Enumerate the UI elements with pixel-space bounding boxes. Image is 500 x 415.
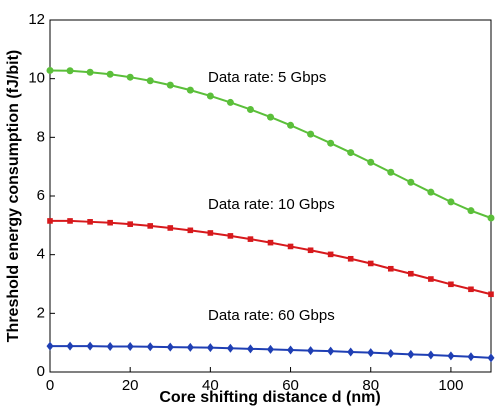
marker — [206, 343, 214, 353]
marker — [126, 73, 134, 81]
marker — [107, 219, 113, 226]
marker — [447, 198, 455, 206]
marker — [488, 291, 494, 298]
marker — [447, 351, 455, 361]
marker — [86, 68, 94, 76]
marker — [387, 265, 394, 272]
marker — [66, 341, 74, 351]
y-tick-label: 4 — [37, 246, 45, 263]
marker — [427, 350, 435, 360]
x-tick-label: 100 — [438, 377, 463, 394]
y-tick-label: 12 — [28, 11, 45, 28]
marker — [327, 346, 335, 356]
marker — [467, 207, 475, 215]
y-tick-label: 6 — [37, 187, 45, 204]
marker — [227, 233, 234, 239]
marker — [387, 349, 395, 359]
marker — [186, 86, 194, 94]
marker — [267, 344, 274, 354]
marker — [327, 139, 335, 147]
marker — [307, 130, 315, 138]
marker — [267, 239, 274, 246]
marker — [106, 341, 114, 351]
y-axis-label: Threshold energy consumption (fJ/bit) — [5, 50, 22, 342]
marker — [246, 105, 254, 113]
marker — [347, 149, 355, 157]
marker — [167, 225, 174, 231]
marker — [186, 342, 194, 352]
marker — [307, 247, 314, 254]
marker — [187, 227, 194, 234]
marker — [448, 281, 454, 288]
marker — [146, 342, 154, 352]
marker — [207, 230, 214, 236]
x-tick-label: 20 — [122, 377, 139, 394]
marker — [327, 251, 334, 258]
marker — [126, 341, 134, 351]
marker — [127, 221, 133, 227]
marker — [226, 343, 234, 353]
marker — [166, 342, 174, 352]
series-annotation: Data rate: 60 Gbps — [208, 307, 335, 324]
marker — [247, 236, 254, 242]
y-tick-label: 8 — [37, 128, 45, 145]
y-tick-label: 2 — [37, 304, 45, 321]
x-tick-label: 80 — [362, 377, 379, 394]
marker — [246, 344, 254, 354]
marker — [427, 188, 435, 196]
marker — [468, 286, 474, 293]
marker — [347, 347, 355, 357]
marker — [367, 158, 375, 166]
marker — [206, 92, 214, 100]
marker — [407, 349, 415, 359]
marker — [267, 113, 274, 121]
marker — [46, 341, 54, 351]
marker — [47, 218, 53, 224]
series-annotation: Data rate: 5 Gbps — [208, 69, 326, 86]
marker — [287, 243, 294, 250]
marker — [46, 66, 54, 74]
marker — [147, 223, 154, 229]
marker — [487, 353, 495, 363]
marker — [307, 346, 315, 356]
marker — [86, 341, 94, 351]
marker — [166, 81, 174, 89]
marker — [367, 260, 374, 267]
series-annotation: Data rate: 10 Gbps — [208, 196, 335, 213]
marker — [347, 255, 354, 262]
marker — [467, 352, 475, 362]
marker — [66, 67, 74, 75]
marker — [367, 348, 375, 358]
marker — [407, 178, 415, 186]
marker — [428, 276, 434, 282]
x-axis-label: Core shifting distance d (nm) — [159, 389, 380, 406]
marker — [287, 121, 295, 129]
y-tick-label: 0 — [37, 363, 45, 380]
marker — [387, 168, 395, 176]
x-tick-label: 40 — [202, 377, 219, 394]
marker — [487, 214, 495, 222]
marker — [67, 218, 73, 224]
marker — [226, 98, 234, 106]
marker — [146, 77, 154, 85]
x-tick-label: 0 — [46, 377, 54, 394]
marker — [408, 270, 414, 277]
marker — [87, 219, 93, 225]
y-tick-label: 10 — [28, 70, 45, 87]
marker — [287, 345, 295, 355]
series-line — [50, 219, 492, 296]
x-tick-label: 60 — [282, 377, 299, 394]
marker — [106, 70, 114, 78]
